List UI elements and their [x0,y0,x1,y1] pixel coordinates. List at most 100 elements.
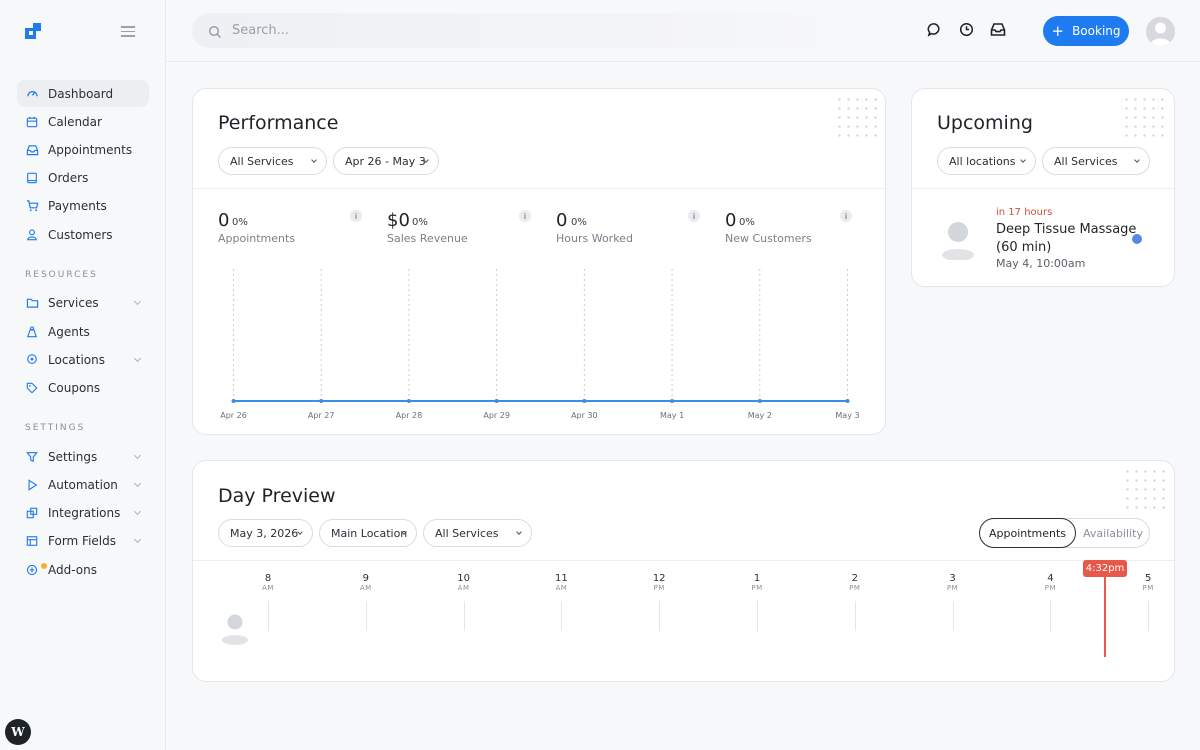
new-booking-button[interactable]: + Booking [1043,16,1129,46]
hour-number: 2 [851,573,858,584]
chart-point[interactable] [494,399,499,403]
chevron-down-icon [133,354,142,363]
info-icon[interactable]: i [688,210,700,222]
chart-point[interactable] [406,399,411,403]
performance-service-filter[interactable]: All Services [218,147,327,175]
sidebar-item-add-ons[interactable]: Add-ons [17,556,149,583]
upcoming-card: Upcoming All locations All Services in 1… [911,88,1175,287]
user-avatar[interactable] [1146,17,1175,46]
timeline-hour-line [952,601,954,631]
sidebar-item-services[interactable]: Services [17,289,149,316]
timeline-hour-line [1050,601,1052,631]
day-preview-location-filter[interactable]: Main Location [319,519,417,547]
timeline-hour-line [268,601,269,631]
timeline-hour-label: 8 AM [248,573,288,592]
day-preview-service-filter[interactable]: All Services [423,519,532,547]
sidebar-item-form-fields[interactable]: Form Fields [17,527,149,554]
chart-point[interactable] [757,399,762,403]
current-time-line [1104,577,1106,657]
chat-icon[interactable] [927,22,943,38]
decorative-dots [835,95,879,139]
hour-period: AM [555,584,568,592]
location-pin-icon [25,353,39,367]
divider [193,560,1174,561]
hour-period: AM [359,584,372,592]
performance-title: Performance [218,112,339,134]
chart-x-tick-label: Apr 26 [220,411,247,420]
sidebar-item-integrations[interactable]: Integrations [17,499,149,526]
chevron-down-icon [133,479,142,488]
clock-icon[interactable] [959,22,975,38]
sidebar-item-calendar[interactable]: Calendar [17,108,149,135]
hour-period: PM [849,584,861,592]
performance-date-range[interactable]: Apr 26 - May 3 [333,147,439,175]
inbox-icon[interactable] [990,22,1006,38]
sidebar-item-locations[interactable]: Locations [17,346,149,373]
upcoming-service-filter[interactable]: All Services [1042,147,1150,175]
timeline-hour-label: 5 PM [1128,573,1168,592]
hour-number: 1 [753,573,761,584]
appointment-eta: in 17 hours [996,207,1053,218]
sidebar-item-appointments[interactable]: Appointments [17,136,149,163]
topbar: + Booking [166,0,1200,62]
decorative-dots [1122,95,1166,139]
sidebar-item-label: Agents [48,324,90,339]
sidebar-item-customers[interactable]: Customers [17,221,149,248]
dashboard-icon [25,87,39,101]
chart-x-tick-label: May 3 [835,411,859,420]
timeline-hour-label: 10 AM [444,573,484,592]
metric-value: 0 [725,210,737,231]
timeline-hour-line [561,601,563,631]
timeline-hour-label: 3 PM [933,573,973,592]
sidebar-item-label: Coupons [48,380,101,395]
tag-icon [25,381,39,395]
chart-x-tick-label: May 2 [748,411,772,420]
hour-number: 3 [949,573,956,584]
timeline-hour-label: 1 PM [737,573,777,592]
chart-point[interactable] [845,399,850,403]
metric-change: 0% [232,217,248,228]
sidebar-item-label: Customers [48,227,113,242]
sidebar-item-label: Appointments [48,142,133,157]
day-preview-date-picker[interactable]: May 3, 2026 [218,519,313,547]
hour-period: PM [1142,584,1154,592]
chart-point[interactable] [670,399,675,403]
sidebar-item-settings[interactable]: Settings [17,443,149,470]
sidebar-item-agents[interactable]: Agents [17,318,149,345]
info-icon[interactable]: i [840,210,852,222]
chevron-down-icon [1020,157,1026,163]
chart-point[interactable] [231,399,236,403]
sidebar-item-label: Form Fields [48,533,116,548]
app-logo[interactable] [25,23,41,39]
tab-appointments[interactable]: Appointments [979,518,1076,548]
chart-point[interactable] [319,399,324,403]
sidebar-item-dashboard[interactable]: Dashboard [17,80,149,107]
menu-toggle-icon[interactable] [121,26,135,37]
upcoming-location-filter[interactable]: All locations [937,147,1036,175]
hour-number: 5 [1145,573,1152,584]
sidebar-item-automation[interactable]: Automation [17,471,149,498]
info-icon[interactable]: i [519,210,531,222]
day-preview-title: Day Preview [218,485,336,507]
metric-value: 0 [556,210,568,231]
search-input[interactable] [232,23,632,38]
sidebar-item-orders[interactable]: Orders [17,164,149,191]
book-icon [25,171,39,185]
timeline-hour-label: 11 AM [541,573,581,592]
agent-icon [25,325,39,339]
sidebar-item-coupons[interactable]: Coupons [17,374,149,401]
form-icon [25,534,39,548]
search-bar[interactable] [192,13,852,48]
hour-period: PM [751,584,763,592]
tab-availability[interactable]: Availability [1083,526,1143,540]
sidebar-item-label: Integrations [48,505,121,520]
performance-chart: Apr 26 Apr 27 Apr 28 Apr 29 Apr 30 May 1 May 2… [220,269,860,420]
sidebar-item-payments[interactable]: Payments [17,192,149,219]
wordpress-logo[interactable]: W [5,719,31,745]
metric-label: Hours Worked [556,232,633,245]
appointment-title[interactable]: Deep Tissue Massage (60 min) [996,222,1137,255]
sidebar-item-label: Payments [48,198,107,213]
info-icon[interactable]: i [350,210,362,222]
chart-point[interactable] [582,399,587,403]
chevron-down-icon [133,507,142,516]
